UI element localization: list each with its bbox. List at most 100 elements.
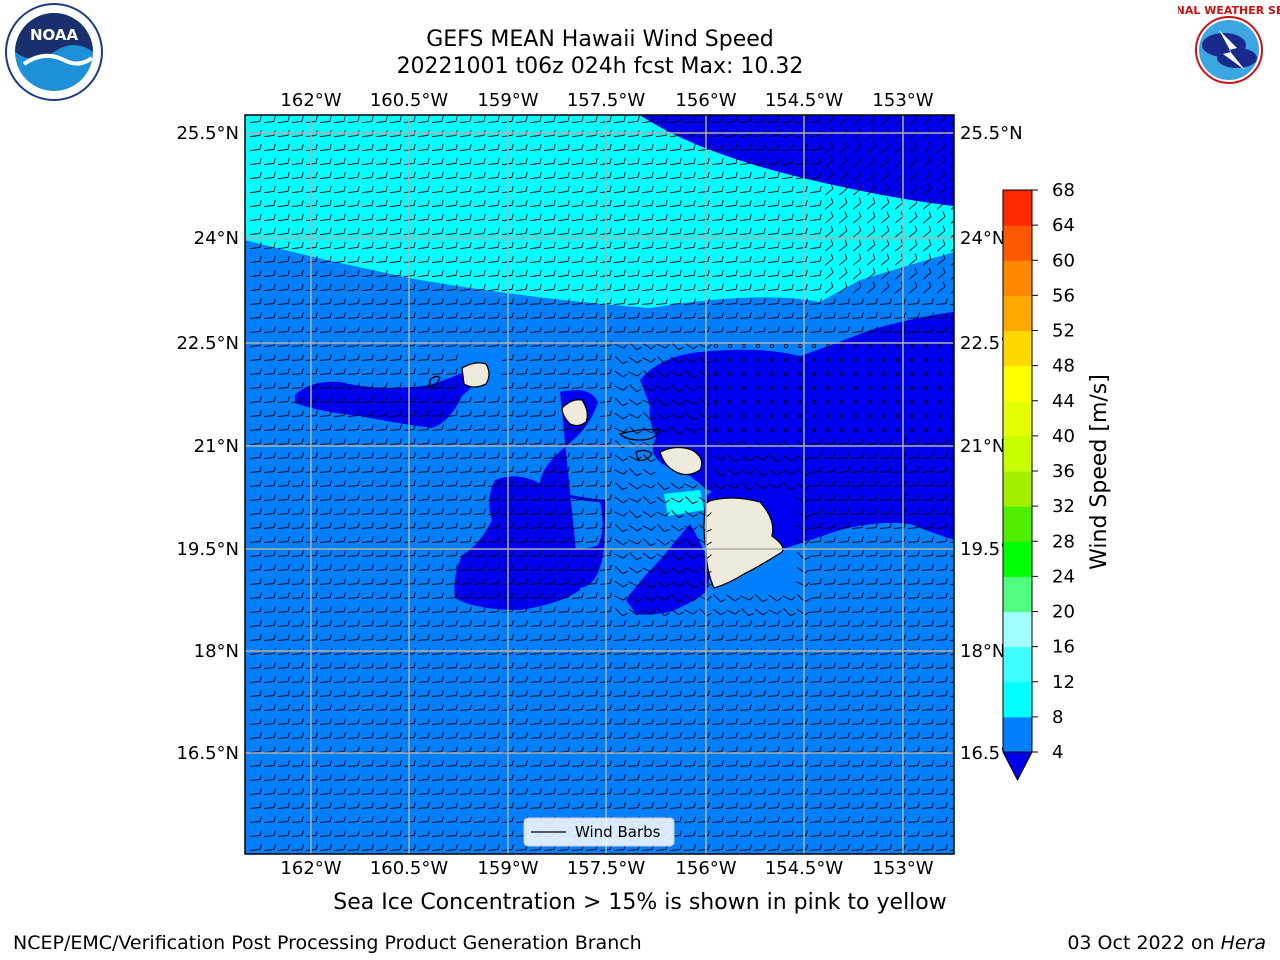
wind-barb: [333, 298, 346, 305]
wind-barb: [361, 340, 374, 347]
wind-barb: [319, 354, 332, 361]
wind-barb: [347, 648, 360, 655]
wind-barb: [865, 732, 878, 739]
wind-barb: [893, 760, 906, 767]
calm-wind-marker: [924, 413, 929, 418]
wind-barb: [431, 185, 444, 194]
wind-barb: [543, 298, 556, 305]
wind-barb: [557, 227, 570, 236]
wind-barb: [697, 312, 710, 319]
wind-barb: [851, 606, 864, 613]
wind-barb: [389, 157, 402, 166]
wind-barb: [627, 269, 640, 278]
wind-barb: [445, 227, 458, 236]
wind-barb: [753, 171, 766, 180]
wind-barb: [515, 382, 528, 389]
wind-barb: [795, 746, 808, 753]
wind-barb: [375, 452, 388, 459]
wind-barb: [487, 115, 500, 124]
wind-barb: [557, 326, 570, 333]
wind-barb: [319, 508, 332, 515]
wind-barb: [333, 718, 346, 725]
wind-barb: [557, 606, 570, 613]
wind-barb: [361, 634, 374, 641]
lat-tick-right: 18°N: [960, 641, 1005, 662]
wind-barb: [263, 522, 276, 529]
wind-barb: [936, 141, 946, 154]
wind-barb: [305, 494, 318, 501]
wind-barb: [543, 326, 556, 333]
wind-barb: [529, 578, 542, 585]
wind-barb: [809, 522, 822, 529]
calm-wind-marker: [896, 399, 901, 404]
wind-barb: [599, 536, 612, 543]
wind-barb: [501, 634, 514, 641]
wind-barb: [809, 676, 822, 683]
wind-barb: [305, 774, 318, 781]
wind-barb: [361, 115, 374, 124]
wind-barb: [767, 283, 780, 292]
calm-wind-marker: [924, 371, 929, 376]
wind-barb: [431, 157, 444, 166]
wind-barb: [669, 185, 682, 194]
calm-wind-marker: [742, 427, 747, 432]
wind-barb: [459, 620, 472, 627]
wind-barb: [571, 508, 584, 515]
wind-barb: [543, 704, 556, 711]
wind-barb: [907, 438, 920, 445]
wind-barb: [403, 522, 416, 529]
wind-barb: [921, 676, 934, 683]
wind-barb: [389, 227, 402, 236]
calm-wind-marker: [826, 385, 831, 390]
wind-barb: [557, 213, 570, 222]
wind-barb: [249, 718, 262, 725]
wind-barb: [473, 396, 486, 403]
wind-barb: [417, 830, 430, 837]
wind-barb: [769, 454, 782, 463]
wind-barb: [277, 368, 290, 375]
wind-barb: [614, 412, 628, 420]
wind-barb: [599, 283, 612, 292]
wind-barb: [768, 594, 782, 602]
wind-barb: [529, 746, 542, 753]
wind-barb: [935, 802, 948, 809]
wind-barb: [838, 183, 848, 196]
wind-barb: [389, 283, 402, 292]
calm-wind-marker: [868, 343, 873, 348]
wind-barb: [935, 620, 948, 627]
wind-barb: [403, 227, 416, 236]
calm-wind-marker: [742, 413, 747, 418]
wind-barb: [697, 760, 710, 767]
wind-barb: [781, 816, 794, 823]
wind-barb: [263, 564, 276, 571]
wind-barb: [865, 298, 878, 305]
wind-barb: [767, 269, 780, 278]
wind-barb: [796, 566, 810, 574]
nws-logo-text: NATIONAL WEATHER SERVICE: [1178, 4, 1280, 17]
wind-barb: [361, 326, 374, 333]
lat-tick-left: 21°N: [194, 436, 239, 457]
wind-barb: [431, 213, 444, 222]
wind-barb: [249, 438, 262, 445]
wind-barb: [263, 648, 276, 655]
wind-barb: [291, 746, 304, 753]
wind-barb: [571, 368, 584, 375]
wind-barb: [711, 298, 724, 305]
wind-barb: [249, 269, 262, 278]
wind-barb: [571, 802, 584, 809]
wind-barb: [305, 298, 318, 305]
wind-barb: [683, 648, 696, 655]
wind-barb: [628, 356, 642, 364]
wind-barb: [389, 718, 402, 725]
wind-barb: [319, 382, 332, 389]
wind-barb: [319, 185, 332, 194]
calm-wind-marker: [868, 357, 873, 362]
wind-barb: [781, 746, 794, 753]
wind-barb: [823, 494, 836, 501]
wind-barb: [753, 620, 766, 627]
wind-barb: [697, 648, 710, 655]
wind-barb: [431, 382, 444, 389]
wind-barb: [599, 269, 612, 278]
wind-barb: [389, 312, 402, 319]
wind-barb: [347, 606, 360, 613]
